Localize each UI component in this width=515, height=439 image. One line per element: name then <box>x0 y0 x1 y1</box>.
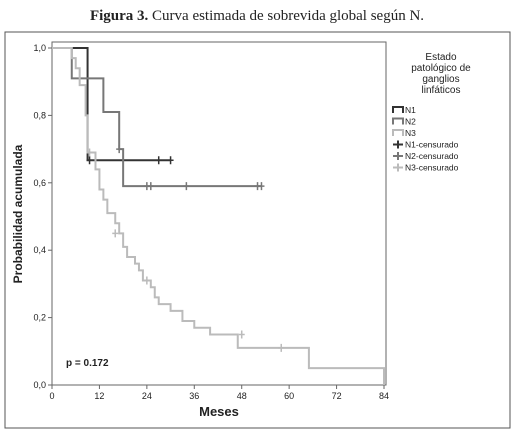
y-tick-label: 0,0 <box>33 380 46 390</box>
x-tick-label: 12 <box>94 391 104 401</box>
plot-area <box>51 41 387 386</box>
legend-label: N2 <box>405 117 416 127</box>
legend-symbol <box>393 152 403 160</box>
censor-mark <box>112 229 119 238</box>
y-tick-label: 0,4 <box>33 245 46 255</box>
censor-mark <box>143 276 150 285</box>
x-tick-label: 36 <box>189 391 199 401</box>
y-axis-label: Probabilidad acumulada <box>11 144 25 283</box>
censor-mark <box>258 182 265 191</box>
legend-title: Estado <box>425 52 457 63</box>
censor-mark <box>86 156 93 165</box>
censor-mark <box>238 330 245 339</box>
x-tick-label: 48 <box>237 391 247 401</box>
y-tick-label: 0,2 <box>33 313 46 323</box>
legend-label: N1-censurado <box>405 140 459 150</box>
x-tick-label: 0 <box>49 391 54 401</box>
x-tick-label: 72 <box>332 391 342 401</box>
legend-label: N1 <box>405 105 416 115</box>
x-axis-label: Meses <box>199 404 239 419</box>
y-tick-label: 1,0 <box>33 43 46 53</box>
survival-curve <box>52 47 171 162</box>
legend-symbol <box>393 140 403 149</box>
legend-label: N3-censurado <box>405 163 459 173</box>
legend-label: N2-censurado <box>405 151 459 161</box>
legend-symbol <box>392 106 404 113</box>
legend-symbol <box>392 129 404 136</box>
legend-symbol <box>392 117 404 125</box>
legend-label: N3 <box>405 128 416 138</box>
y-tick-label: 0,8 <box>33 110 46 120</box>
censor-mark <box>183 182 190 191</box>
survival-curve <box>52 47 385 385</box>
censor-mark <box>278 343 285 352</box>
censor-mark <box>155 156 162 165</box>
y-tick-label: 0,6 <box>33 178 46 188</box>
censor-mark <box>147 182 154 191</box>
censor-mark <box>116 145 123 154</box>
x-tick-label: 24 <box>142 391 152 401</box>
survival-curve <box>52 47 262 188</box>
legend-title: linfáticos <box>422 85 461 96</box>
legend-title: ganglios <box>422 74 459 85</box>
title-prefix: Figura 3. <box>90 8 149 24</box>
x-tick-label: 84 <box>379 391 389 401</box>
chart-title: Figura 3. Curva estimada de sobrevida gl… <box>90 8 424 24</box>
legend-symbol <box>393 163 403 172</box>
legend-title: patológico de <box>411 63 471 74</box>
x-tick-label: 60 <box>284 391 294 401</box>
frame <box>4 31 511 429</box>
title-text: Curva estimada de sobrevida global según… <box>152 8 424 24</box>
annotation: p = 0.172 <box>66 358 109 369</box>
censor-mark <box>86 148 93 157</box>
censor-mark <box>167 156 174 165</box>
